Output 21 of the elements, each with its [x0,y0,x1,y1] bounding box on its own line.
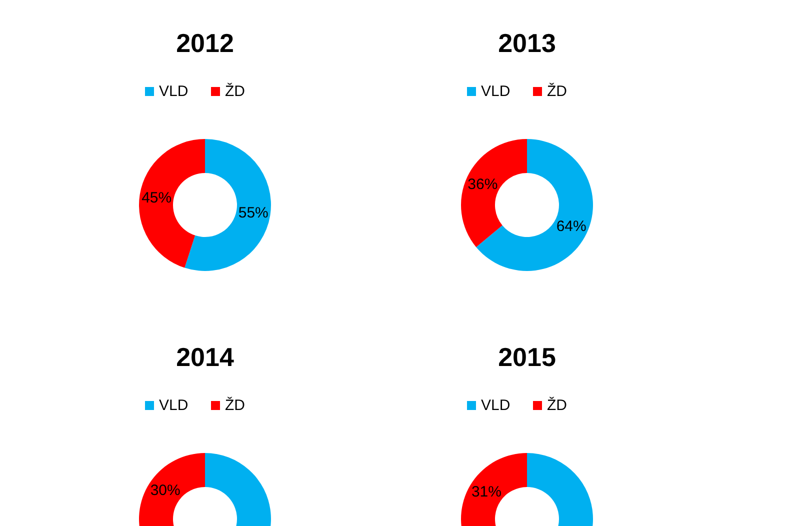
donut-slice [461,139,527,248]
legend-label: ŽD [225,82,246,100]
legend-label: ŽD [547,82,568,100]
data-label: 30% [150,482,180,500]
data-label: 55% [238,204,268,222]
donut-slice [184,139,271,271]
chart-title: 2013 [498,28,556,58]
legend-label: ŽD [547,396,568,414]
legend-label: VLD [159,83,188,100]
data-label: 45% [142,189,172,206]
legend-label: VLD [481,397,510,414]
data-label: 31% [471,483,502,500]
legend-label: VLD [159,397,188,414]
chart-title: 2014 [176,342,234,372]
chart-title: 2015 [498,342,556,372]
data-label: 36% [468,176,498,194]
chart-title: 2012 [176,28,234,58]
legend-label: ŽD [225,396,246,414]
legend-label: VLD [481,83,510,100]
donut-slice [139,139,205,268]
data-label: 64% [556,218,586,235]
